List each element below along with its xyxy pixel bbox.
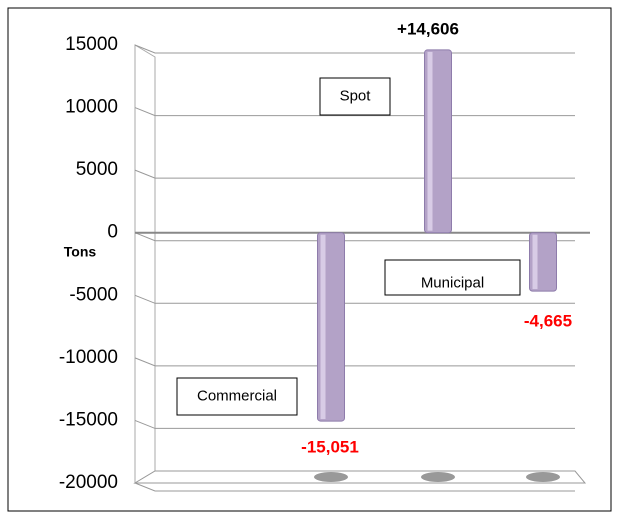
grid-line bbox=[134, 482, 575, 492]
category-box bbox=[176, 377, 298, 416]
grid-line bbox=[134, 419, 575, 429]
y-axis-label: Tons bbox=[64, 244, 97, 260]
y-tick-label: -10000 bbox=[59, 347, 118, 368]
bar-shadow bbox=[421, 472, 455, 482]
value-label: +14,606 bbox=[397, 19, 459, 38]
bar-highlight bbox=[320, 234, 326, 420]
y-tick-label: -5000 bbox=[69, 284, 118, 305]
chart-border bbox=[7, 7, 612, 512]
grid-line bbox=[134, 294, 575, 304]
bar-highlight bbox=[427, 51, 433, 231]
category-label: Spot bbox=[340, 87, 372, 104]
y-tick-label: -15000 bbox=[59, 409, 118, 430]
category-label: Commercial bbox=[197, 387, 277, 404]
value-label: -4,665 bbox=[524, 311, 572, 330]
y-tick-label: 15000 bbox=[65, 34, 118, 55]
y-tick-label: -20000 bbox=[59, 472, 118, 493]
category-box bbox=[384, 259, 521, 296]
grid-line bbox=[134, 232, 575, 242]
side-wall bbox=[134, 44, 156, 484]
bar-shadow bbox=[314, 472, 348, 482]
bar-shadow bbox=[526, 472, 560, 482]
floor bbox=[133, 470, 587, 484]
grid-line bbox=[134, 357, 575, 367]
y-tick-label: 5000 bbox=[76, 159, 118, 180]
bar-highlight bbox=[532, 234, 538, 290]
y-tick-label: 0 bbox=[107, 222, 118, 243]
value-label: -15,051 bbox=[301, 437, 359, 456]
category-label: Municipal bbox=[421, 274, 484, 291]
y-tick-label: 10000 bbox=[65, 97, 118, 118]
category-box bbox=[319, 77, 391, 116]
